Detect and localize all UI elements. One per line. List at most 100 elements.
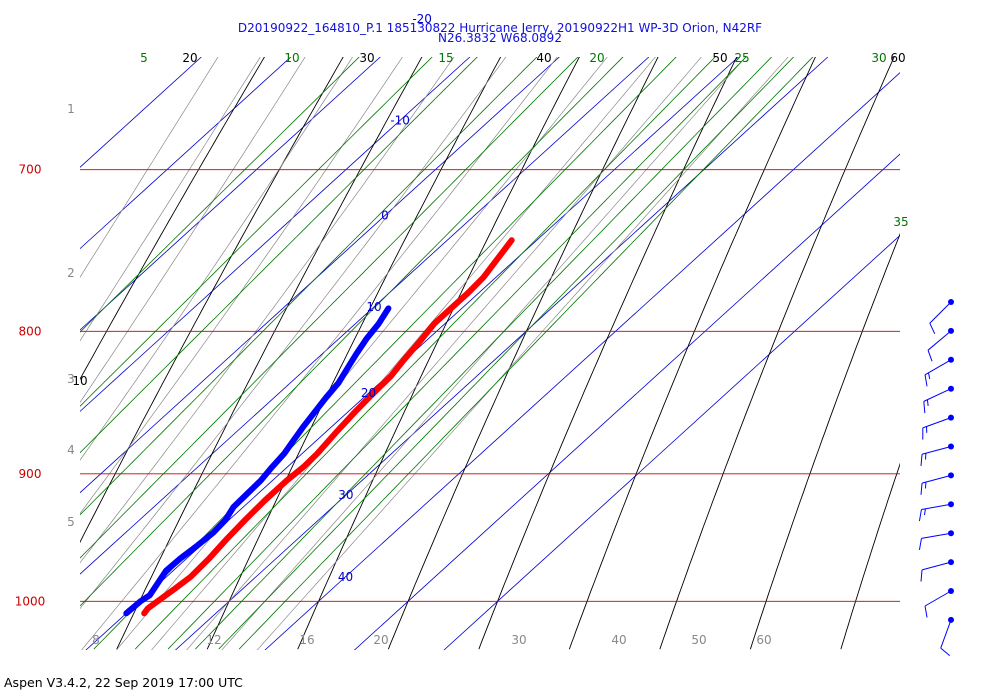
mixing-ratio-line bbox=[80, 57, 360, 333]
dry-adiabat-label: 30 bbox=[359, 51, 374, 65]
wind-barb bbox=[940, 616, 954, 656]
isotherm-line bbox=[80, 57, 471, 412]
wind-barb bbox=[918, 501, 954, 522]
saturated-adiabat-line bbox=[186, 57, 702, 650]
bottom-scale-label: 40 bbox=[611, 633, 626, 647]
dry-adiabat-line bbox=[388, 57, 659, 650]
dry-adiabat-label: 50 bbox=[712, 51, 727, 65]
dry-adiabat-line bbox=[659, 57, 895, 650]
pressure-label: 900 bbox=[19, 467, 42, 481]
mixing-ratio-line bbox=[80, 57, 478, 454]
mixing-ratio-line bbox=[80, 57, 433, 407]
pressure-label: 700 bbox=[19, 163, 42, 177]
bottom-scale-label: 60 bbox=[756, 633, 771, 647]
dry-adiabat-line bbox=[116, 57, 423, 650]
dry-adiabat-label: 20 bbox=[182, 51, 197, 65]
isotherm-label: -10 bbox=[390, 113, 410, 127]
wind-barbs bbox=[918, 299, 954, 656]
saturated-adiabat-line bbox=[81, 57, 558, 650]
wind-barb bbox=[920, 559, 954, 582]
saturated-adiabat-line bbox=[221, 57, 747, 650]
pressure-label: 1000 bbox=[15, 594, 46, 608]
saturated-adiabat-line bbox=[80, 57, 403, 515]
bottom-scale-label: 30 bbox=[511, 633, 526, 647]
saturated-adiabat-line bbox=[80, 57, 261, 342]
wind-barb bbox=[920, 443, 954, 466]
mixing-ratio-line bbox=[80, 57, 624, 607]
bottom-scale-label: 20 bbox=[373, 633, 388, 647]
isotherm-line bbox=[443, 234, 900, 650]
axis-labels: 6007008009001000-20-10010203040102030405… bbox=[15, 12, 909, 647]
wind-barb bbox=[924, 356, 954, 387]
bottom-scale-label: 16 bbox=[299, 633, 314, 647]
saturated-adiabat-line bbox=[80, 57, 455, 564]
dry-adiabat-line bbox=[478, 57, 738, 650]
isotherm-label: -20 bbox=[412, 12, 432, 26]
isotherm-label: 40 bbox=[338, 570, 353, 584]
height-label: 4 bbox=[67, 443, 75, 457]
saturated-adiabat-line bbox=[80, 57, 306, 404]
isotherm-label: 10 bbox=[366, 300, 381, 314]
dry-adiabat-label: 60 bbox=[890, 51, 905, 65]
saturated-adiabat-line bbox=[80, 57, 354, 461]
saturated-adiabat-line bbox=[256, 57, 789, 650]
saturated-adiabat-line bbox=[151, 57, 656, 650]
temperature-trace bbox=[141, 237, 515, 617]
wind-barb bbox=[923, 385, 954, 414]
wind-barb bbox=[929, 299, 954, 335]
isotherm-label: 30 bbox=[338, 488, 353, 502]
mixing-ratio-label: 35 bbox=[893, 215, 908, 229]
mixing-ratio-line bbox=[80, 57, 579, 559]
isotherm-line bbox=[354, 153, 900, 650]
mixing-ratio-line bbox=[93, 57, 677, 650]
dewpoint-trace bbox=[123, 305, 392, 617]
isotherm-line bbox=[175, 57, 829, 650]
grid-lines bbox=[80, 57, 900, 650]
wind-barb bbox=[920, 472, 954, 495]
bottom-scale-label: 12 bbox=[206, 633, 221, 647]
height-label: 5 bbox=[67, 515, 75, 529]
sounding-traces bbox=[123, 237, 515, 617]
bottom-scale-label: 8 bbox=[92, 633, 100, 647]
isotherm-line bbox=[264, 72, 900, 650]
mixing-ratio-line bbox=[80, 57, 538, 516]
isotherm-line bbox=[80, 57, 202, 168]
dry-adiabat-line bbox=[750, 233, 900, 650]
isotherm-line bbox=[80, 57, 381, 331]
wind-barb bbox=[927, 327, 954, 362]
isotherm-label: 20 bbox=[361, 386, 376, 400]
wind-barb bbox=[922, 414, 954, 440]
saturated-adiabat-line bbox=[80, 57, 507, 610]
dry-adiabat-line bbox=[206, 57, 502, 650]
bottom-scale-label: 50 bbox=[691, 633, 706, 647]
isotherm-line bbox=[80, 57, 292, 250]
dry-adiabat-line bbox=[80, 57, 344, 544]
wind-barb bbox=[918, 530, 954, 551]
mixing-ratio-label: 30 bbox=[871, 51, 886, 65]
mixing-ratio-line bbox=[239, 57, 814, 650]
dry-adiabat-line bbox=[80, 57, 265, 381]
height-label: 2 bbox=[67, 266, 75, 280]
mixing-ratio-label: 10 bbox=[284, 51, 299, 65]
footer-text: Aspen V3.4.2, 22 Sep 2019 17:00 UTC bbox=[4, 675, 243, 690]
dry-adiabat-line bbox=[569, 57, 816, 650]
mixing-ratio-label: 5 bbox=[140, 51, 148, 65]
isotherm-line bbox=[80, 57, 560, 494]
dry-adiabat-line bbox=[297, 57, 580, 650]
saturated-adiabat-line bbox=[80, 57, 219, 278]
chart-title: D20190922_164810_P.1 185130822 Hurricane… bbox=[237, 21, 763, 35]
dry-adiabat-label: 40 bbox=[536, 51, 551, 65]
mixing-ratio-label: 20 bbox=[589, 51, 604, 65]
isotherm-line bbox=[80, 57, 650, 575]
chart-subtitle: N26.3832 W68.0892 bbox=[438, 31, 562, 45]
wind-barb bbox=[924, 588, 954, 618]
mixing-ratio-label: 15 bbox=[438, 51, 453, 65]
height-label: 3 bbox=[67, 372, 75, 386]
mixing-ratio-line bbox=[135, 57, 716, 650]
dry-adiabat-line bbox=[840, 462, 900, 650]
mixing-ratio-line bbox=[195, 57, 773, 650]
mixing-ratio-label: 25 bbox=[734, 51, 749, 65]
mixing-ratio-line bbox=[167, 57, 747, 650]
height-label: 1 bbox=[67, 102, 75, 116]
